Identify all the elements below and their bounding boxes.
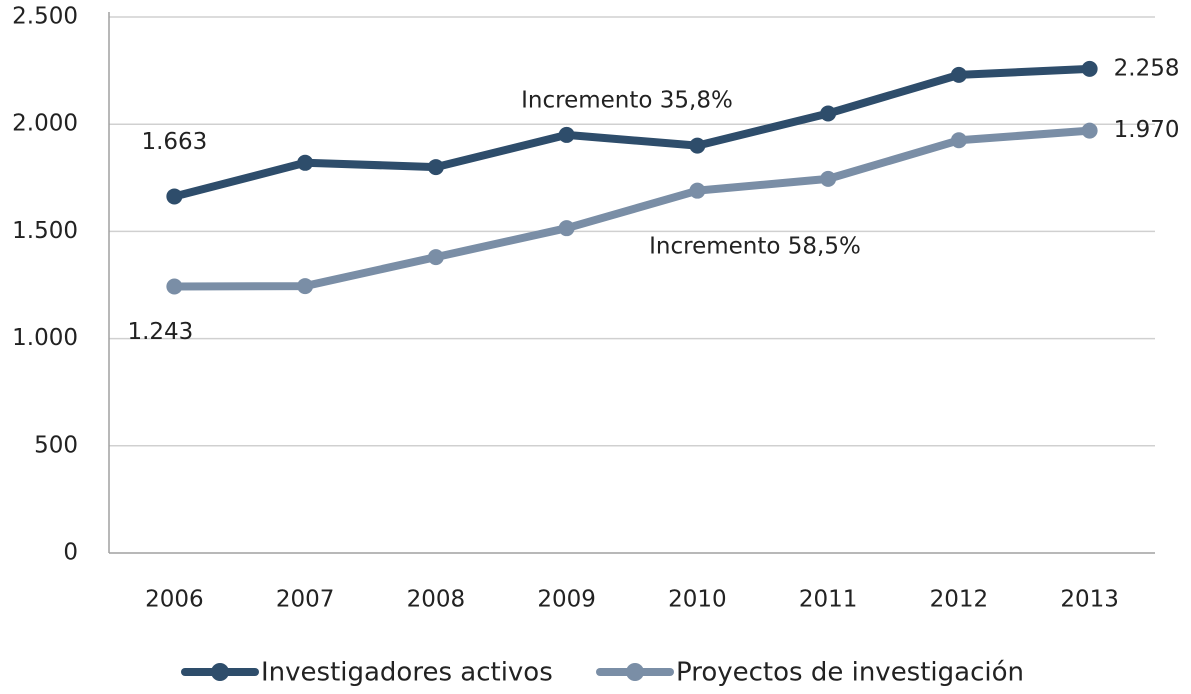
point (427, 159, 444, 176)
point (820, 170, 837, 187)
legend-label: Proyectos de investigación (676, 658, 1024, 688)
point (427, 249, 444, 266)
data-label: 1.243 (127, 319, 193, 345)
point (950, 132, 967, 149)
point (166, 188, 183, 205)
x-tick-label: 2010 (668, 587, 727, 613)
legend-label: Investigadores activos (261, 658, 553, 688)
point (297, 278, 314, 295)
y-tick-label: 1.500 (12, 218, 78, 244)
point (1081, 60, 1098, 77)
point (689, 182, 706, 199)
x-tick-label: 2011 (799, 587, 858, 613)
y-tick-label: 1.000 (12, 325, 78, 351)
point (558, 126, 575, 143)
x-tick-label: 2008 (407, 587, 466, 613)
x-tick-label: 2006 (145, 587, 204, 613)
point (1081, 122, 1098, 139)
data-label: 1.970 (1114, 117, 1180, 143)
legend-marker (211, 663, 229, 681)
data-label: 2.258 (1114, 55, 1180, 81)
point (166, 278, 183, 295)
x-tick-label: 2013 (1060, 587, 1119, 613)
x-tick-label: 2009 (537, 587, 596, 613)
series-line (174, 126, 1090, 291)
y-tick-label: 500 (34, 432, 78, 458)
x-tick-label: 2007 (276, 587, 335, 613)
y-tick-label: 2.500 (12, 4, 78, 30)
annotation: Incremento 35,8% (521, 88, 733, 114)
series-line (173, 64, 1090, 201)
annotation: Incremento 58,5% (649, 234, 861, 260)
point (820, 105, 837, 122)
x-tick-label: 2012 (930, 587, 989, 613)
legend-marker (626, 663, 644, 681)
y-tick-label: 2.000 (12, 111, 78, 137)
point (689, 137, 706, 154)
data-label: 1.663 (141, 129, 207, 155)
point (950, 66, 967, 83)
y-tick-label: 0 (63, 540, 78, 566)
point (558, 220, 575, 237)
point (297, 154, 314, 171)
